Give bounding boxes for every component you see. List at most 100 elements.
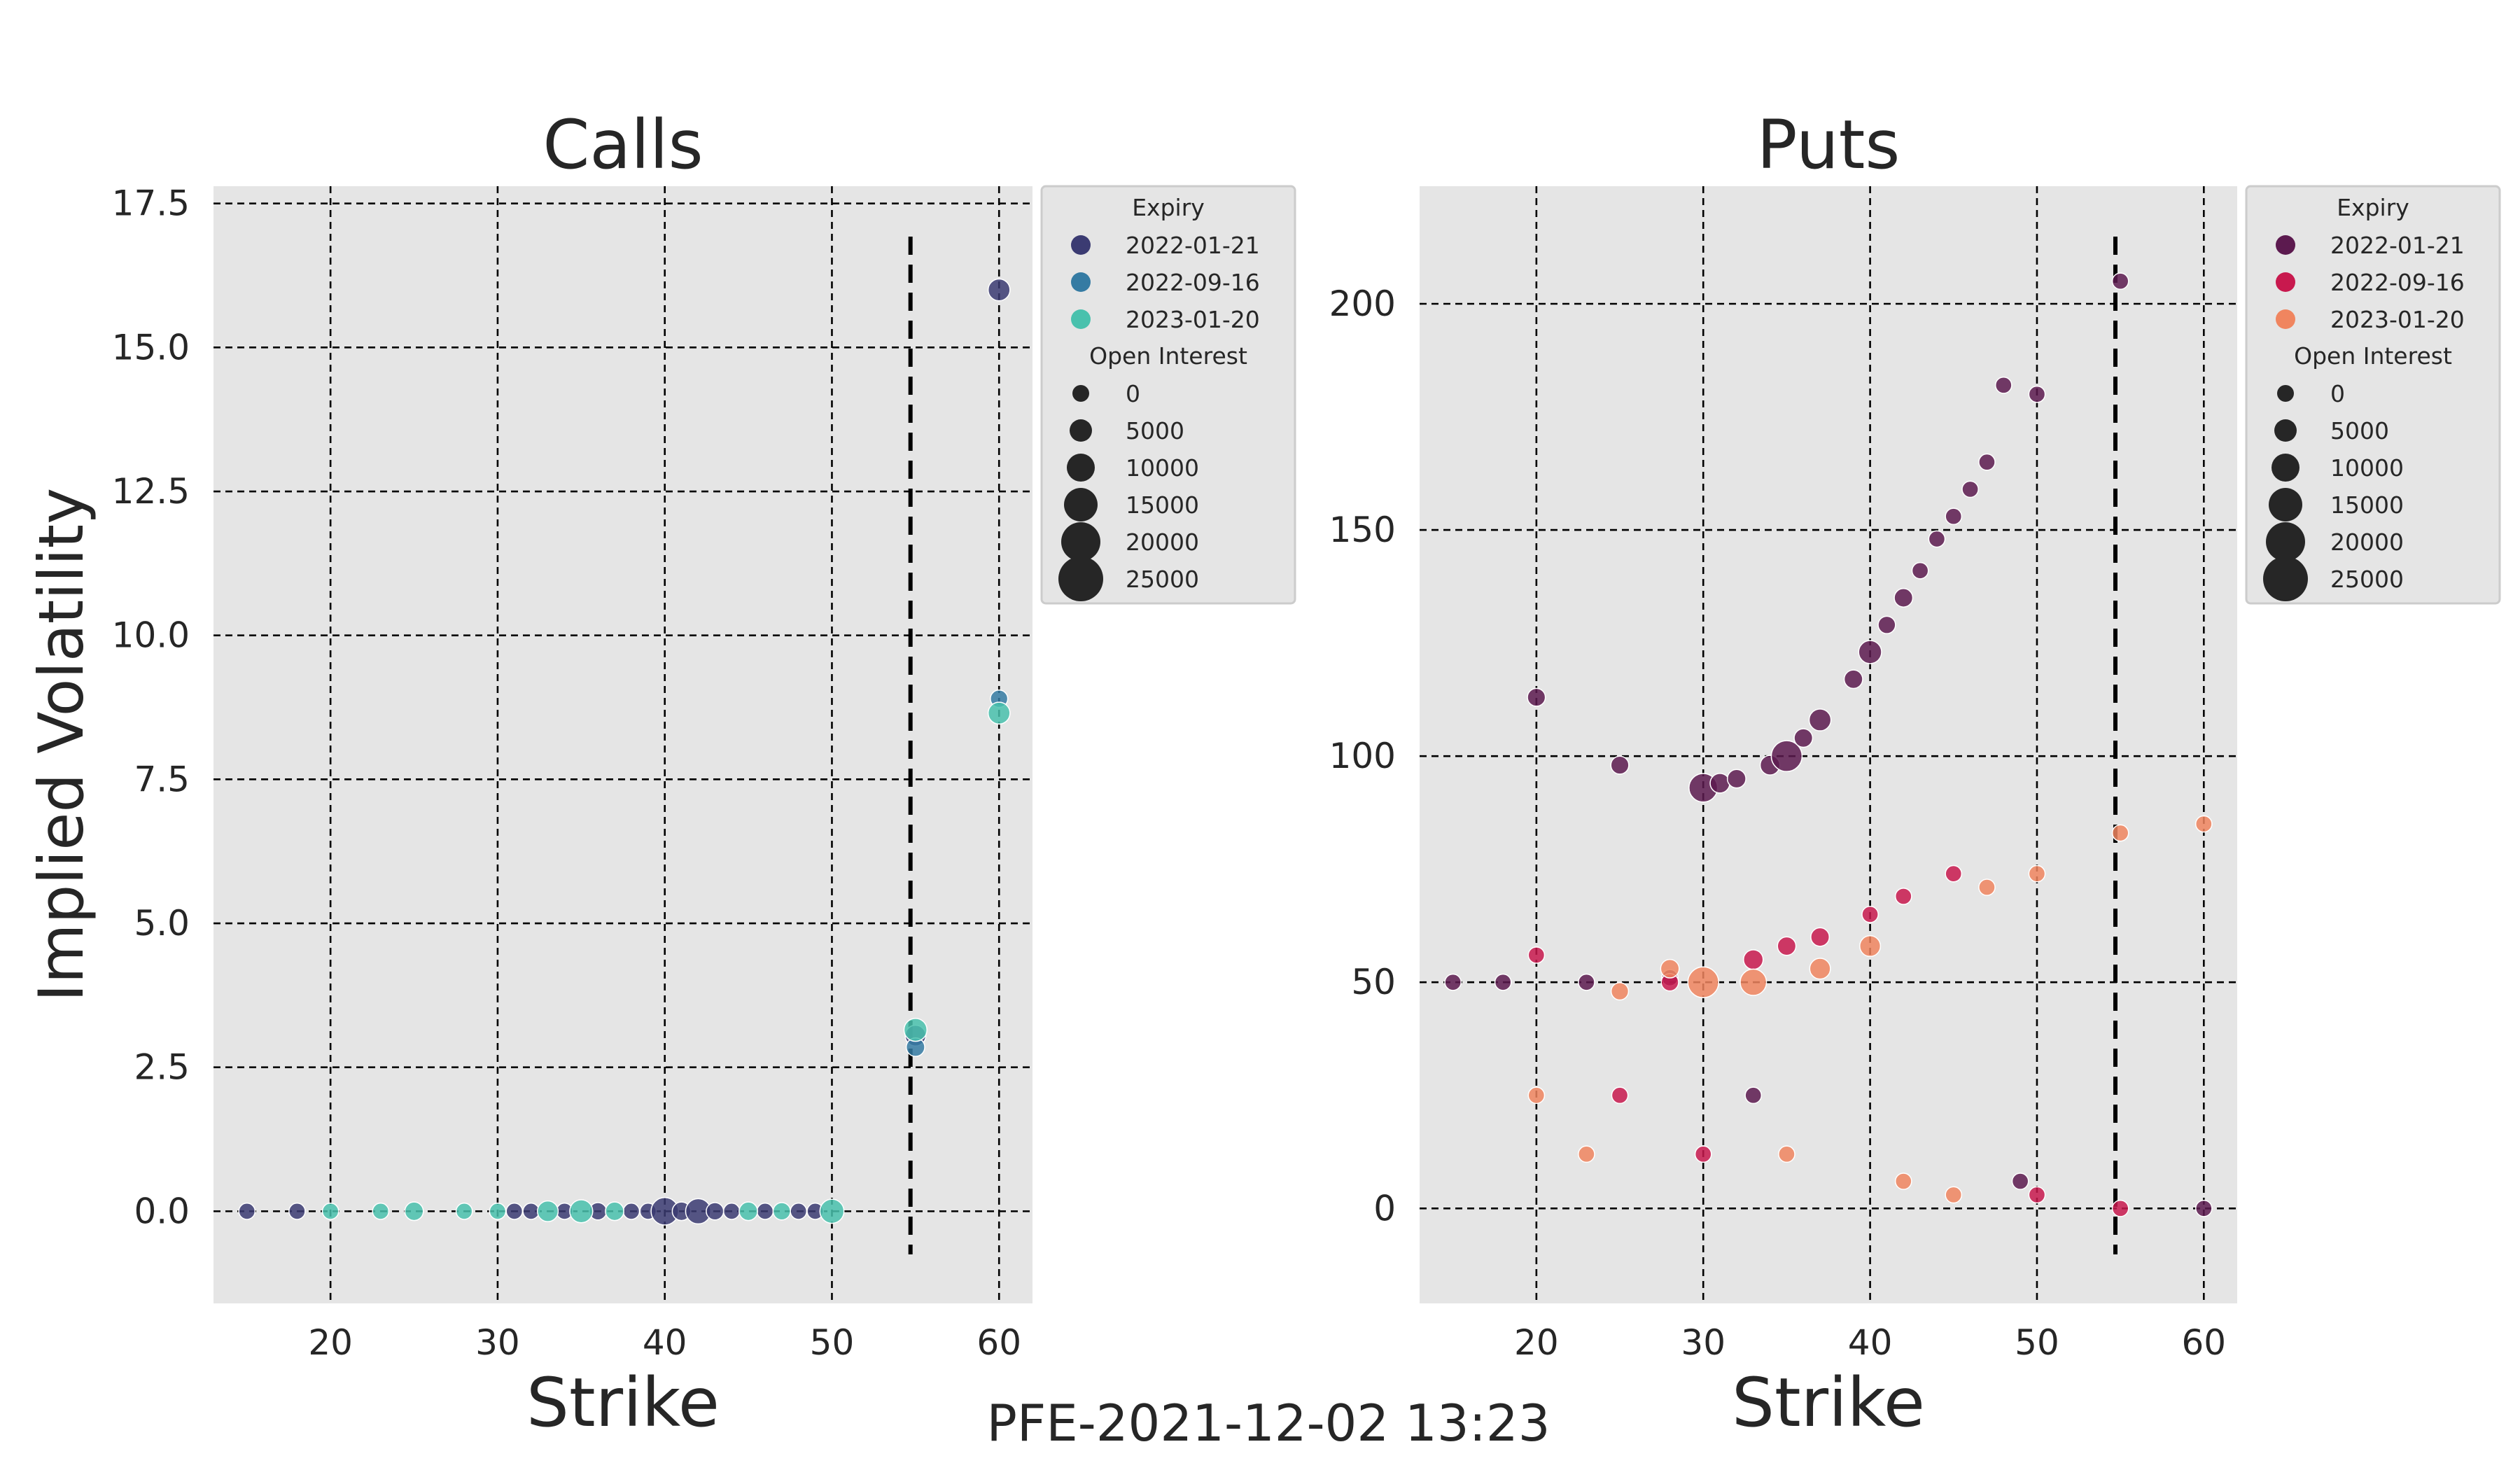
puts-legend-label: 2022-01-21 <box>2330 232 2465 259</box>
puts-point <box>1978 878 1996 896</box>
calls-point <box>903 1018 928 1042</box>
puts-grid <box>1420 186 2237 1303</box>
puts-point <box>1978 453 1996 471</box>
puts-point <box>2028 864 2046 883</box>
puts-x-tick-label: 50 <box>2015 1322 2059 1363</box>
calls-y-tick-label: 17.5 <box>112 183 190 224</box>
calls-legend-marker <box>1071 309 1091 329</box>
puts-point <box>2028 1186 2046 1204</box>
calls-point <box>372 1203 390 1220</box>
calls-legend-size-label: 0 <box>1126 380 1140 407</box>
puts-point <box>1742 949 1764 970</box>
puts-point <box>1777 936 1797 956</box>
puts-legend: Expiry 2022-01-21 2022-09-16 2023-01-20 Open… <box>2245 185 2501 605</box>
calls-point <box>756 1203 774 1220</box>
puts-y-tick-label: 100 <box>1329 736 1396 776</box>
puts-legend-marker <box>2276 309 2295 329</box>
puts-point <box>1945 1186 1963 1204</box>
puts-point <box>1793 728 1814 748</box>
calls-point <box>505 1203 524 1220</box>
puts-point <box>1810 927 1830 947</box>
puts-legend-size-marker <box>2266 522 2305 561</box>
puts-x-tick-label: 60 <box>2182 1322 2227 1363</box>
figure-suptitle: PFE-2021-12-02 13:23 <box>986 1394 1550 1452</box>
puts-legend-size-label: 15000 <box>2330 491 2404 519</box>
calls-x-tick-label: 40 <box>643 1322 687 1363</box>
puts-legend-size-marker <box>2272 454 2300 482</box>
puts-point <box>1578 973 1595 991</box>
puts-x-axis-label: Strike <box>1732 1364 1925 1442</box>
puts-plot-area <box>1420 186 2237 1303</box>
puts-point <box>1494 973 1512 991</box>
calls-point <box>738 1201 759 1222</box>
calls-x-tick-label: 60 <box>976 1322 1021 1363</box>
puts-legend-size-title: Open Interest <box>2294 342 2452 370</box>
puts-point <box>1809 958 1831 980</box>
calls-point <box>321 1203 340 1220</box>
calls-point <box>722 1203 741 1220</box>
puts-point <box>2194 815 2213 833</box>
calls-legend-size-marker <box>1070 419 1092 442</box>
puts-point <box>1660 958 1680 979</box>
calls-legend-frame <box>1040 185 1296 605</box>
puts-legend-label: 2023-01-20 <box>2330 306 2465 333</box>
puts-point <box>1945 507 1963 526</box>
puts-point <box>1808 708 1832 732</box>
puts-legend-size-label: 25000 <box>2330 566 2404 593</box>
puts-legend-size-marker <box>2263 556 2308 601</box>
puts-points <box>1444 272 2213 1217</box>
calls-point <box>569 1199 594 1224</box>
puts-point <box>1610 982 1630 1001</box>
calls-y-tick-label: 2.5 <box>134 1047 190 1088</box>
puts-point <box>1843 669 1863 690</box>
puts-point <box>1858 640 1882 664</box>
calls-legend-size-label: 25000 <box>1126 566 1199 593</box>
puts-legend-frame <box>2245 185 2501 605</box>
calls-point <box>489 1203 507 1220</box>
puts-x-tick-label: 20 <box>1514 1322 1559 1363</box>
puts-point <box>1859 934 1882 958</box>
puts-x-tick-label: 40 <box>1848 1322 1893 1363</box>
calls-title: Calls <box>542 106 703 184</box>
calls-point <box>987 278 1011 302</box>
calls-legend-size-title: Open Interest <box>1089 342 1247 370</box>
puts-title: Puts <box>1757 106 1900 184</box>
puts-legend-size-label: 0 <box>2330 380 2345 407</box>
puts-legend-marker <box>2276 235 2295 255</box>
puts-legend-size-marker <box>2277 385 2294 402</box>
puts-point <box>1894 1172 1912 1190</box>
puts-point <box>1527 946 1546 964</box>
puts-point <box>1744 1086 1763 1105</box>
puts-point <box>2111 1199 2129 1217</box>
puts-point <box>1578 1145 1595 1163</box>
puts-legend-size-marker <box>2274 419 2297 442</box>
puts-point <box>1778 1145 1795 1163</box>
calls-x-tick-label: 30 <box>475 1322 520 1363</box>
puts-point <box>1961 480 1979 498</box>
puts-point <box>2111 272 2129 290</box>
puts-legend-label: 2022-09-16 <box>2330 269 2465 296</box>
calls-point <box>455 1203 473 1220</box>
calls-legend-size-marker <box>1067 454 1095 482</box>
calls-legend-label: 2023-01-20 <box>1126 306 1260 333</box>
calls-legend-size-marker <box>1058 556 1103 601</box>
calls-point <box>537 1200 559 1222</box>
calls-plot-area <box>214 186 1032 1303</box>
puts-x-ticks: 20 30 40 50 60 <box>1514 1322 2226 1363</box>
calls-point <box>772 1202 791 1221</box>
puts-legend-size-marker <box>2269 488 2302 522</box>
puts-point <box>1709 773 1730 794</box>
calls-point <box>288 1203 306 1220</box>
puts-point <box>1911 561 1929 580</box>
puts-legend-size-label: 5000 <box>2330 417 2389 444</box>
calls-y-tick-label: 7.5 <box>134 759 190 799</box>
puts-point <box>1611 1086 1629 1105</box>
puts-x-tick-label: 30 <box>1681 1322 1726 1363</box>
calls-legend-label: 2022-01-21 <box>1126 232 1260 259</box>
calls-x-tick-label: 50 <box>810 1322 855 1363</box>
puts-point <box>2028 385 2046 403</box>
puts-point <box>1740 968 1768 996</box>
calls-y-tick-label: 12.5 <box>112 471 190 512</box>
calls-legend-size-marker <box>1061 522 1100 561</box>
puts-legend-size-label: 20000 <box>2330 528 2404 556</box>
